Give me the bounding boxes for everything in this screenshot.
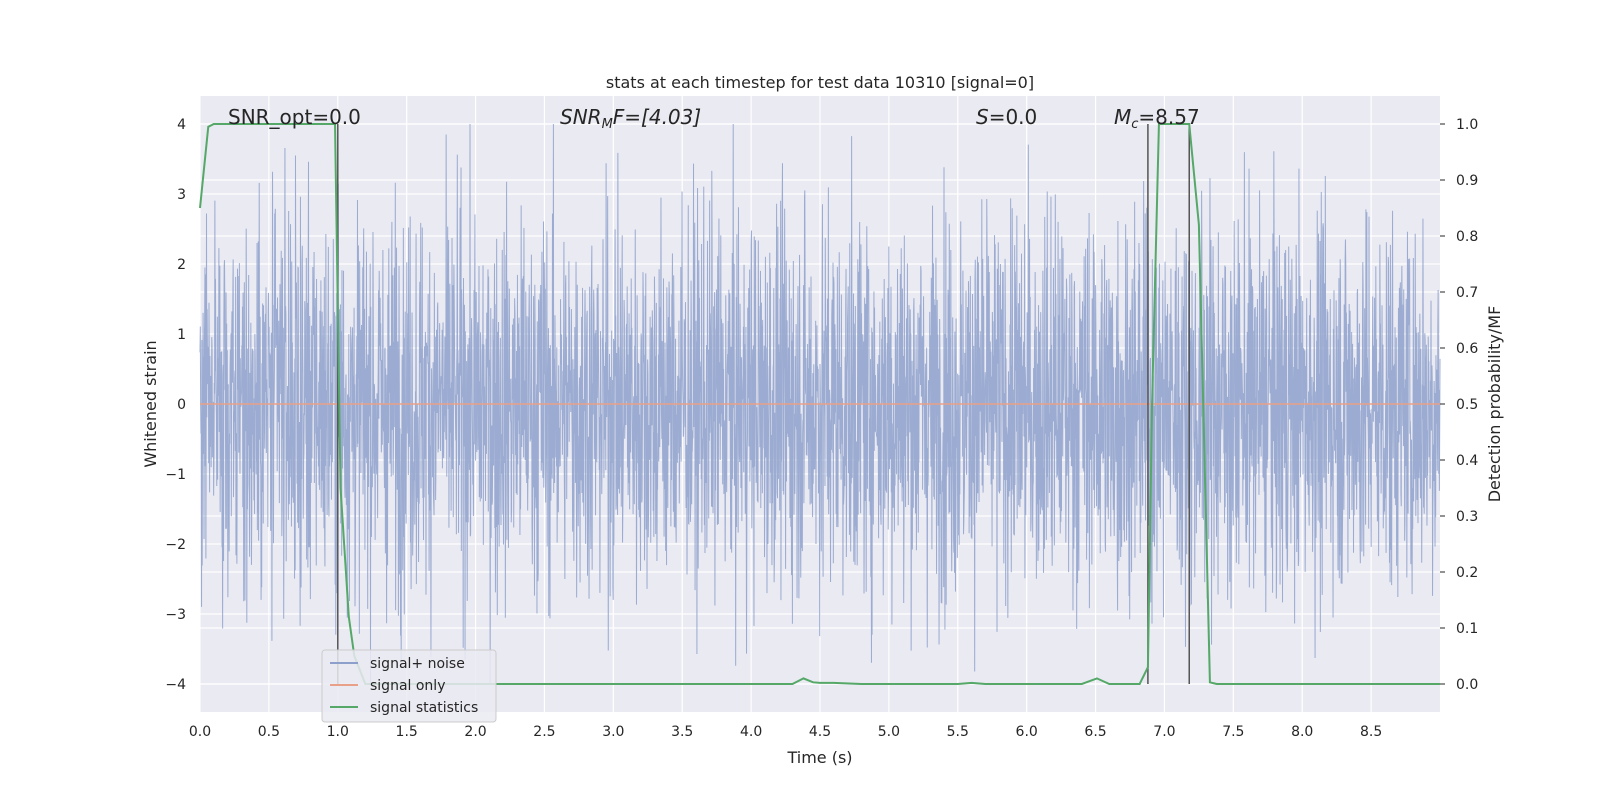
series-signal-statistics bbox=[199, 123, 1440, 685]
y2-tick-label: 0.0 bbox=[1456, 677, 1478, 693]
legend: signal+ noise signal only signal statist… bbox=[321, 649, 497, 723]
x-tick-label: 5.5 bbox=[947, 724, 969, 740]
y2-tick-label: 0.6 bbox=[1456, 341, 1478, 357]
x-tick-label: 2.0 bbox=[464, 724, 486, 740]
x-tick-label: 3.5 bbox=[671, 724, 693, 740]
y2-tick-label: 0.7 bbox=[1456, 285, 1478, 301]
x-tick-label: 1.0 bbox=[327, 724, 349, 740]
y2-tick-label: 0.3 bbox=[1456, 509, 1478, 525]
legend-label-signal-noise: signal+ noise bbox=[370, 656, 465, 672]
y2-tick-label: 1.0 bbox=[1456, 117, 1478, 133]
y2-tick-label: 0.4 bbox=[1456, 453, 1478, 469]
x-tick-label: 1.5 bbox=[396, 724, 418, 740]
x-tick-label: 0.5 bbox=[258, 724, 280, 740]
x-tick-label: 0.0 bbox=[189, 724, 211, 740]
y-tick-label: 1 bbox=[177, 327, 186, 343]
x-tick-label: 6.5 bbox=[1084, 724, 1106, 740]
noise-trace bbox=[199, 123, 1441, 685]
y2-tick-label: 0.1 bbox=[1456, 621, 1478, 637]
y-tick-label: −3 bbox=[165, 607, 186, 623]
x-tick-label: 6.0 bbox=[1016, 724, 1038, 740]
y2-tick-label: 0.8 bbox=[1456, 229, 1478, 245]
y2-axis-label: Detection probability/MF bbox=[1485, 306, 1504, 503]
y-axis-label: Whitened strain bbox=[141, 340, 160, 467]
series-signal-noise bbox=[199, 123, 1441, 685]
ticks: 0.0 0.5 1.0 1.5 2.0 2.5 3.0 3.5 4.0 4.5 5.0 5.5 6.0 6… bbox=[165, 117, 1478, 740]
x-tick-label: 3.0 bbox=[602, 724, 624, 740]
x-tick-label: 2.5 bbox=[533, 724, 555, 740]
x-axis-label: Time (s) bbox=[786, 748, 852, 767]
annotation-s: S=0.0 bbox=[976, 105, 1037, 129]
x-tick-label: 8.5 bbox=[1360, 724, 1382, 740]
y-tick-label: 3 bbox=[177, 187, 186, 203]
y2-tick-label: 0.5 bbox=[1456, 397, 1478, 413]
chart-title: stats at each timestep for test data 103… bbox=[606, 73, 1034, 92]
x-tick-label: 4.5 bbox=[809, 724, 831, 740]
y-tick-label: 2 bbox=[177, 257, 186, 273]
y-tick-label: 4 bbox=[177, 117, 186, 133]
legend-label-signal-only: signal only bbox=[370, 678, 445, 694]
x-tick-label: 7.5 bbox=[1222, 724, 1244, 740]
y-tick-label: −2 bbox=[165, 537, 186, 553]
annotation-snr-mf: SNRMF=[4.03] bbox=[560, 105, 701, 132]
x-tick-label: 7.0 bbox=[1153, 724, 1175, 740]
x-tick-label: 5.0 bbox=[878, 724, 900, 740]
legend-box bbox=[321, 649, 497, 723]
y2-tick-label: 0.2 bbox=[1456, 565, 1478, 581]
annotation-snr-opt: SNR_opt=0.0 bbox=[228, 105, 361, 129]
y2-tick-label: 0.9 bbox=[1456, 173, 1478, 189]
y-tick-label: −1 bbox=[165, 467, 186, 483]
x-tick-label: 8.0 bbox=[1291, 724, 1313, 740]
y-tick-label: 0 bbox=[177, 397, 186, 413]
annotation-mc: Mc=8.57 bbox=[1114, 105, 1200, 132]
signal-statistics-line bbox=[199, 123, 1440, 685]
y-tick-label: −4 bbox=[165, 677, 186, 693]
vertical-markers bbox=[337, 124, 1190, 684]
x-tick-label: 4.0 bbox=[740, 724, 762, 740]
legend-label-signal-statistics: signal statistics bbox=[370, 700, 478, 716]
